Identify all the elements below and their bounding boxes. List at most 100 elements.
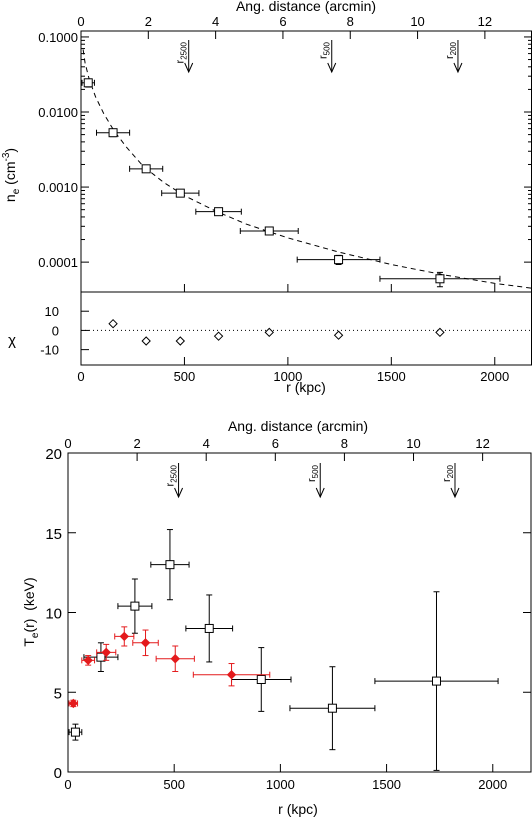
y-axis-label: Te(r) (keV) [21,577,41,646]
temperature-panel: Ang. distance (arcmin) r (kpc) Te(r) (ke… [21,418,532,817]
density-point [264,226,274,236]
radius-marker-2500-head [184,62,194,74]
y-tick-label: 20 [45,446,62,463]
y-axis-label: ne (cm-3) [1,148,22,202]
x-tick-label: 500 [174,369,196,384]
svg-text:Te(r) (keV): Te(r) (keV) [21,577,41,646]
y-tick-label: 5 [54,685,62,702]
temperature-point [165,560,175,570]
x-tick-label: 0 [77,369,84,384]
y-tick-label: 0.0010 [38,180,78,195]
radius-marker-500-head [327,62,337,74]
x-tick-label: 2000 [478,777,507,792]
density-point [141,164,151,174]
density-point [83,78,93,88]
radius-marker-2500-label: r2500 [165,464,179,486]
top-tick-label: 4 [203,436,210,451]
radius-marker-200-head [450,487,460,499]
y-tick-label: 15 [45,526,62,543]
x-tick-label: 0 [64,777,71,792]
svg-text:ne (cm-3): ne (cm-3) [1,148,22,202]
top-tick-label: 0 [64,436,71,451]
top-tick-label: 4 [212,14,219,29]
y-tick-label: 0.1000 [38,30,78,45]
y-tick-label: 0.0100 [38,105,78,120]
temperature-point-red [83,655,93,666]
radius-marker-200-head [453,62,463,74]
y-tick-label: 10 [45,606,62,623]
x-tick-label: 1500 [372,777,401,792]
density-point [175,188,185,198]
y-axis-label-sup: -3 [1,152,12,161]
radius-marker-200-label: r200 [444,41,458,59]
temperature-point [204,623,214,633]
top-tick-label: 2 [133,436,140,451]
density-point [334,255,344,265]
temperature-point-red [140,638,151,648]
temperature-point [96,652,106,662]
temperature-point-red [226,669,237,680]
temperature-point [256,674,266,684]
top-tick-label: 8 [341,436,348,451]
temperature-point [130,601,140,611]
top-tick-label: 8 [347,14,354,29]
density-panel: Ang. distance (arcmin) r (kpc) χ ne (cm-… [1,0,532,395]
y-tick-label: 0 [54,765,62,782]
plot-frame [80,30,532,366]
temperature-point-red [170,654,180,664]
x-tick-label: 1500 [377,369,406,384]
plot-frame [67,452,532,773]
top-tick-label: 2 [145,14,152,29]
top-tick-label: 6 [272,436,279,451]
residual-point [175,336,186,346]
x-axis-label: r (kpc) [286,379,326,395]
y-axis-label-main: T [21,638,37,647]
temperature-point-red [119,631,129,642]
model-curve [82,49,532,289]
density-point [435,274,445,284]
residual-point [108,318,118,329]
top-axis-label: Ang. distance (arcmin) [236,0,376,14]
y-axis-label-sub: e [11,188,22,194]
residual-y-tick-label: 0 [52,323,59,338]
top-axis-label: Ang. distance (arcmin) [228,418,368,434]
residual-point [333,330,344,340]
top-tick-label: 6 [279,14,286,29]
x-tick-label: 2000 [480,369,509,384]
x-tick-label: 1000 [273,369,302,384]
x-tick-label: 1000 [266,777,295,792]
radius-marker-500-label: r500 [306,464,320,482]
temperature-point [431,676,441,686]
density-point [214,207,224,217]
top-tick-label: 10 [410,14,424,29]
y-axis-label-open: (cm [2,162,18,189]
x-tick-label: 500 [163,777,185,792]
y-axis-label-sub: e [30,632,41,638]
radius-marker-500-label: r500 [318,41,332,59]
residual-y-tick-label: 10 [45,304,59,319]
x-axis-label: r (kpc) [278,801,318,817]
y-tick-label: 0.0001 [38,255,78,270]
top-tick-label: 12 [478,14,492,29]
top-tick-label: 10 [406,436,420,451]
density-point [108,128,118,138]
y-axis-label-main: n [2,194,18,202]
residual-point [264,327,274,338]
temperature-point [70,727,80,737]
temperature-point [327,703,337,713]
residual-point [435,327,445,338]
radius-marker-200-label: r200 [441,464,455,482]
temperature-point-red [68,698,79,709]
temperature-point-red [101,647,111,658]
top-tick-label: 0 [77,14,84,29]
top-tick-label: 12 [475,436,489,451]
radius-marker-2500-head [174,487,184,499]
radius-marker-2500-label: r2500 [175,41,189,63]
radius-marker-500-head [315,487,325,499]
residual-point [141,336,151,346]
residual-point [213,331,224,341]
residual-axis-label: χ [8,332,16,349]
y-axis-label-rest: (r) (keV) [21,577,37,632]
residual-y-tick-label: -10 [40,343,59,358]
